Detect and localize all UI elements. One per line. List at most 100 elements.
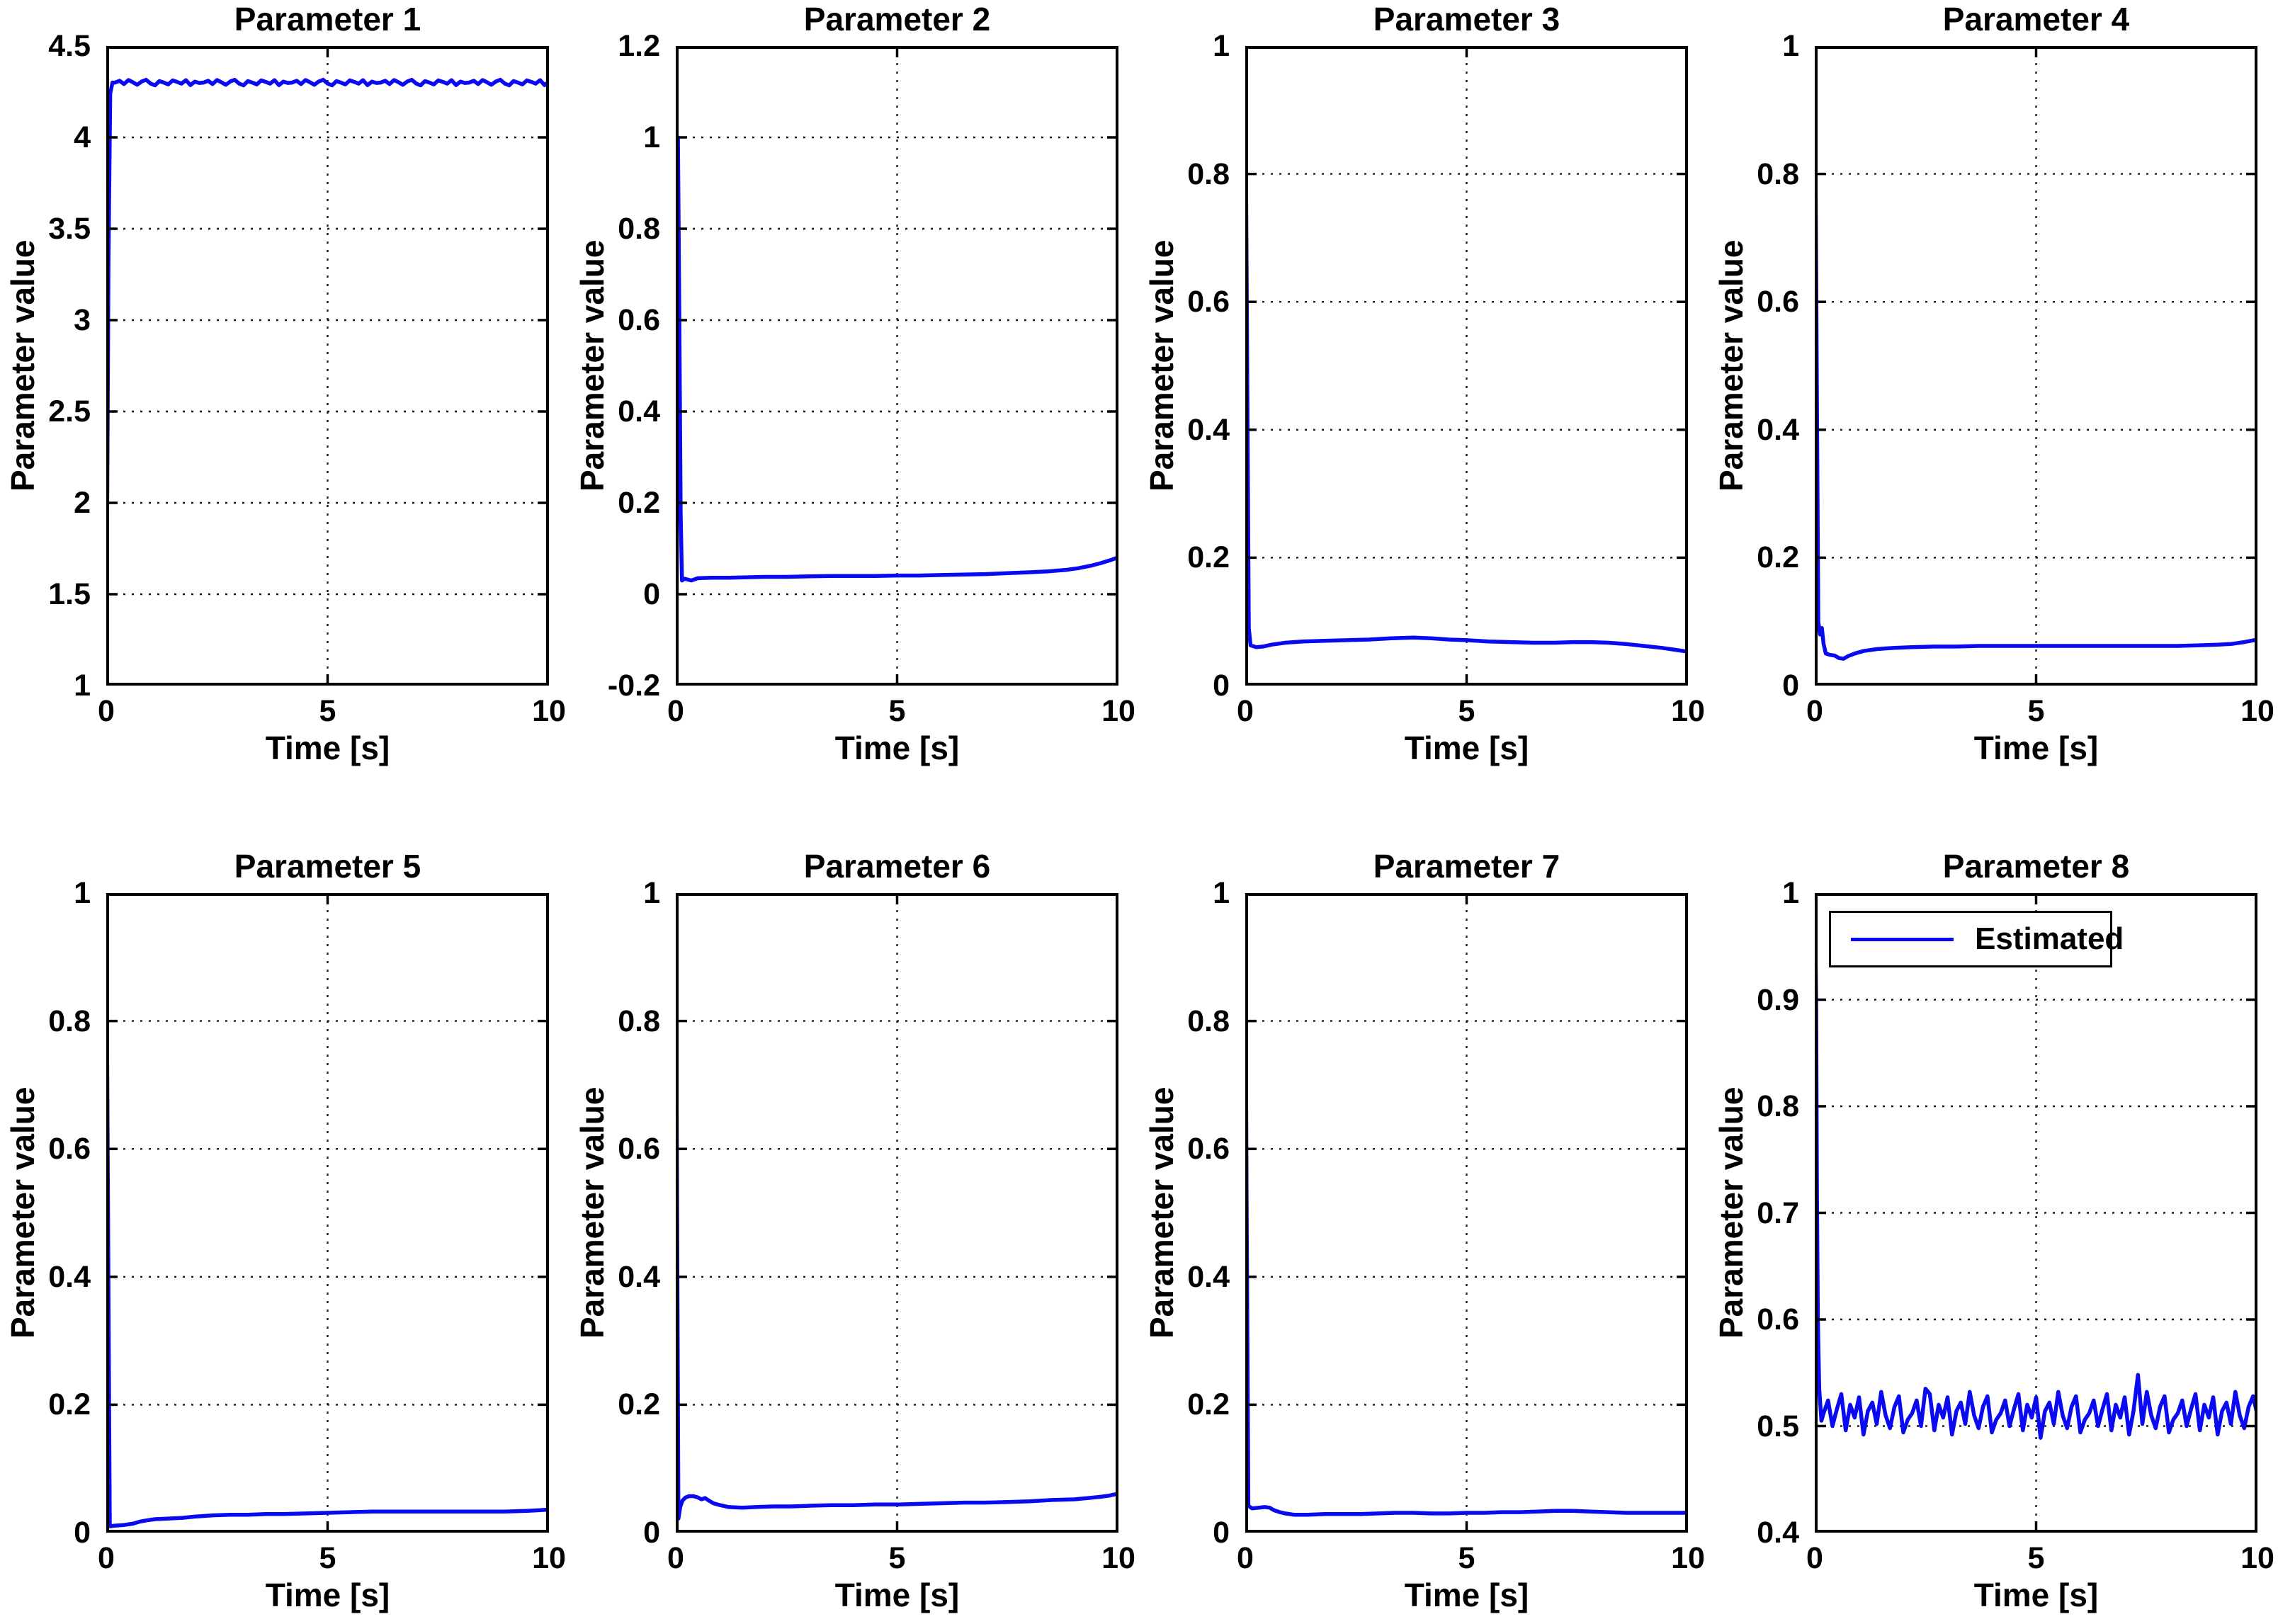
axes-frame — [1815, 893, 2257, 1533]
y-tick-label: 0.4 — [618, 1259, 660, 1294]
estimated-series-line — [1245, 893, 1688, 1517]
y-tick-label: 0.2 — [618, 486, 660, 520]
x-tick-label: 0 — [1237, 1541, 1254, 1575]
y-tick-label: 0.8 — [1757, 1089, 1799, 1123]
plot-area — [106, 893, 549, 1533]
y-tick-label: 0.4 — [1187, 1259, 1230, 1294]
estimated-series-line — [1815, 893, 2257, 1440]
x-tick-label: 10 — [2240, 1541, 2274, 1575]
y-axis-label: Parameter value — [574, 1086, 611, 1339]
y-tick-label: 3 — [74, 303, 91, 337]
y-tick-label: 1 — [643, 876, 660, 910]
y-tick-label: 0.8 — [618, 1004, 660, 1038]
y-tick-label: 0.6 — [1187, 1132, 1230, 1166]
axes-frame — [1245, 893, 1688, 1533]
x-tick-label: 10 — [1101, 1541, 1135, 1575]
y-tick-label: 0.4 — [48, 1259, 91, 1294]
x-tick-label: 0 — [1806, 694, 1823, 728]
x-axis-label: Time [s] — [834, 729, 960, 766]
x-axis-label: Time [s] — [1973, 729, 2099, 766]
y-tick-label: 0.6 — [48, 1132, 91, 1166]
x-axis-label: Time [s] — [1404, 1577, 1529, 1613]
y-tick-label: 0.4 — [618, 394, 660, 428]
subplot-title: Parameter 6 — [803, 848, 991, 885]
y-tick-label: 4 — [74, 120, 91, 154]
y-tick-label: 0.4 — [1757, 1516, 1799, 1550]
y-tick-label: 0 — [643, 1516, 660, 1550]
y-tick-label: 0.2 — [618, 1387, 660, 1422]
y-axis-label: Parameter value — [1143, 1086, 1180, 1339]
axes-frame — [106, 46, 549, 686]
x-tick-label: 5 — [319, 694, 336, 728]
y-tick-label: 0 — [643, 577, 660, 611]
axes-frame — [1245, 46, 1688, 686]
x-tick-label: 10 — [532, 1541, 566, 1575]
y-axis-label: Parameter value — [4, 1086, 41, 1339]
y-tick-label: 0.8 — [1757, 157, 1799, 191]
estimated-series-line — [106, 77, 549, 686]
x-tick-label: 0 — [98, 1541, 115, 1575]
x-axis-label: Time [s] — [834, 1577, 960, 1613]
subplot-title: Parameter 2 — [803, 1, 991, 38]
x-axis-label: Time [s] — [1404, 729, 1529, 766]
subplot-title: Parameter 1 — [234, 1, 421, 38]
x-tick-label: 5 — [888, 1541, 906, 1575]
y-tick-label: 0.8 — [1187, 157, 1230, 191]
x-tick-label: 10 — [1671, 1541, 1705, 1575]
y-tick-label: 1 — [1782, 29, 1799, 63]
y-tick-label: 0.4 — [1757, 412, 1799, 447]
axes-frame — [1815, 46, 2257, 686]
subplot-parameter-7: Parameter 7 Parameter value 0 0.2 0.4 0.6 0.8 1… — [1139, 812, 1708, 1623]
x-tick-label: 0 — [1237, 694, 1254, 728]
y-tick-label: 0.2 — [1757, 540, 1799, 575]
y-tick-label: 1.5 — [48, 577, 91, 611]
y-tick-label: 0.8 — [1187, 1004, 1230, 1038]
y-tick-label: 0 — [1213, 1516, 1230, 1550]
plot-area — [106, 46, 549, 686]
y-tick-label: 0.6 — [1187, 285, 1230, 319]
subplot-parameter-3: Parameter 3 Parameter value 0 0.2 0.4 0.6 0.8 1… — [1139, 0, 1708, 812]
y-tick-label: 0.6 — [1757, 285, 1799, 319]
y-tick-label: 0.2 — [48, 1387, 91, 1422]
y-tick-label: 0.8 — [48, 1004, 91, 1038]
plot-area — [1245, 46, 1688, 686]
y-tick-label: 0 — [1213, 669, 1230, 703]
subplot-parameter-4: Parameter 4 Parameter value 0 0.2 0.4 0.6 0.8 1… — [1708, 0, 2278, 812]
subplot-parameter-2: Parameter 2 Parameter value -0.2 0 0.2 0.4 0.6… — [570, 0, 1139, 812]
axes-frame — [676, 46, 1118, 686]
plot-area — [1245, 893, 1688, 1533]
subplot-title: Parameter 7 — [1373, 848, 1560, 885]
x-tick-label: 5 — [319, 1541, 336, 1575]
y-tick-label: 0.6 — [618, 1132, 660, 1166]
subplot-title: Parameter 4 — [1942, 1, 2130, 38]
y-tick-label: 1 — [1213, 876, 1230, 910]
y-tick-label: 2.5 — [48, 394, 91, 428]
subplot-parameter-5: Parameter 5 Parameter value 0 0.2 0.4 0.6 0.8 1… — [0, 812, 570, 1623]
subplot-title: Parameter 5 — [234, 848, 421, 885]
x-tick-label: 5 — [1458, 694, 1475, 728]
subplot-parameter-1: Parameter 1 Parameter value 1 1.5 2 2.5 3 3.5 4 4… — [0, 0, 570, 812]
x-tick-label: 5 — [2027, 694, 2045, 728]
estimated-series-line — [1245, 46, 1688, 654]
x-tick-label: 0 — [1806, 1541, 1823, 1575]
y-tick-label: 0.9 — [1757, 982, 1799, 1017]
x-tick-label: 10 — [1101, 694, 1135, 728]
y-tick-label: 0 — [1782, 669, 1799, 703]
x-tick-label: 0 — [98, 694, 115, 728]
plot-area — [676, 893, 1118, 1533]
y-axis-label: Parameter value — [1713, 239, 1750, 492]
y-axis-label: Parameter value — [1143, 239, 1180, 492]
estimated-series-line — [106, 893, 549, 1528]
y-tick-label: 0.4 — [1187, 412, 1230, 447]
x-tick-label: 0 — [667, 694, 684, 728]
y-tick-label: 0.7 — [1757, 1196, 1799, 1230]
axes-frame — [106, 893, 549, 1533]
y-tick-label: 3.5 — [48, 212, 91, 246]
x-axis-label: Time [s] — [1973, 1577, 2099, 1613]
plot-area — [676, 46, 1118, 686]
x-tick-label: 5 — [2027, 1541, 2045, 1575]
y-tick-label: 0.2 — [1187, 540, 1230, 575]
y-tick-label: 1 — [1782, 876, 1799, 910]
y-tick-label: 0.6 — [618, 303, 660, 337]
